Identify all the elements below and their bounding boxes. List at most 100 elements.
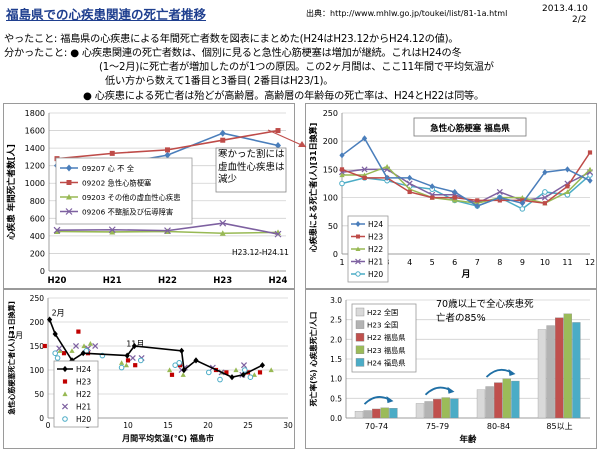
age-mortality-chart: 0.0 0.5 1.0 1.5 2.0 2.5 3.0 70-74 75-79 80-84 85以上…	[308, 296, 590, 445]
legend-label: 09202 急性心筋梗塞	[82, 179, 152, 188]
x-tick-label: 10	[540, 258, 550, 267]
series-line	[341, 137, 591, 207]
data-point	[52, 350, 59, 357]
data-point	[217, 376, 223, 383]
data-point	[240, 362, 248, 369]
series-line	[342, 165, 591, 205]
legend-label: H23	[368, 233, 383, 242]
data-point	[339, 180, 345, 187]
data-point	[172, 362, 178, 368]
legend-swatch	[355, 307, 365, 317]
x-tick-label: H23	[213, 276, 232, 286]
y-tick-label: 250	[323, 109, 338, 118]
data-point	[220, 137, 226, 143]
legend-label: H22	[76, 390, 91, 399]
data-point	[53, 226, 61, 234]
x-tick-label: 0	[46, 421, 51, 430]
data-point	[165, 147, 170, 153]
y-tick-label: 50	[34, 390, 44, 399]
bar	[389, 408, 398, 419]
legend-label: H23 全国	[367, 321, 398, 330]
y-axis-title: 心疾患による死亡者(人)[31日換算]	[308, 123, 318, 253]
monthly-ami-chart: 050100150200250123456789101112月心疾患による死亡者…	[308, 109, 595, 283]
x-tick-label: 7	[475, 258, 480, 267]
data-point	[587, 166, 593, 172]
legend-label: H22 福島県	[367, 333, 405, 342]
y-axis-title: 死亡率(%) 心疾患死亡/人口	[308, 312, 318, 407]
data-point	[138, 357, 144, 364]
bar	[450, 398, 459, 419]
data-point	[206, 369, 212, 376]
data-point	[384, 163, 390, 169]
date-label: 2013.4.10	[542, 4, 588, 14]
legend-label: H20	[76, 415, 91, 424]
legend-label: H21	[76, 403, 91, 412]
data-point	[542, 169, 548, 176]
data-point	[109, 228, 116, 235]
y-tick-label: 1000	[25, 179, 45, 188]
data-point	[229, 374, 235, 381]
legend-marker	[62, 379, 68, 384]
y-tick-label: 100	[30, 366, 45, 375]
x-tick-label: 30	[283, 421, 293, 430]
bar	[502, 378, 511, 419]
bar	[537, 329, 547, 419]
data-point	[54, 228, 60, 234]
x-axis-title: 月	[460, 269, 470, 280]
data-point	[233, 367, 239, 373]
data-point	[109, 150, 115, 156]
data-point	[362, 175, 367, 180]
trend-arrowhead	[447, 386, 455, 394]
title-box	[413, 117, 527, 137]
y-tick-label: 100	[323, 194, 338, 203]
page-number: 2/2	[572, 15, 587, 25]
data-point	[452, 195, 457, 200]
legend-label: H22 全国	[367, 308, 398, 317]
y-tick-label: 200	[30, 249, 45, 258]
legend-marker	[66, 164, 72, 172]
trend-arrow	[485, 368, 513, 378]
legend-label: H21	[368, 258, 383, 267]
legend-marker	[66, 194, 72, 200]
data-point	[339, 172, 345, 178]
summary-found-1: 分かったこと: ● 心疾患関連の死亡者数は、個別に見ると急性心筋梗塞は増加が継続…	[4, 48, 462, 59]
legend-swatch	[355, 345, 365, 354]
callout-container: 寒かった割には虚血性心疾患は減少	[218, 149, 285, 185]
trend-arrow	[424, 386, 452, 396]
data-point	[587, 177, 593, 184]
y-tick-label: 0	[333, 250, 338, 259]
data-point	[176, 360, 182, 366]
legend-label: H23 福島県	[367, 346, 405, 355]
bar	[511, 380, 520, 419]
legend-marker	[62, 416, 68, 422]
y-tick-label: 400	[30, 232, 45, 241]
legend-marker	[355, 246, 361, 251]
x-tick-label: H21	[103, 276, 122, 286]
legend-box	[53, 360, 99, 428]
data-point	[219, 219, 227, 227]
x-tick-label: H24	[269, 276, 288, 286]
legend-marker	[62, 365, 68, 373]
x-tick-label: 8	[497, 258, 502, 267]
data-point	[242, 367, 248, 373]
bar	[572, 322, 581, 419]
data-point	[81, 343, 87, 349]
y-tick-label: 1400	[25, 144, 45, 153]
y-tick-label: 250	[30, 294, 45, 303]
data-point	[61, 351, 67, 356]
source-citation: 出典：http://www.mhlw.go.jp/toukei/list/81-…	[306, 9, 508, 18]
summary-did: やったこと: 福島県の心疾患による年間死亡者数を図表にまとめた(H24はH23.…	[4, 34, 459, 45]
y-tick-label: 1800	[25, 109, 45, 118]
data-point	[164, 227, 171, 235]
annotation-jan: 1月	[10, 331, 23, 340]
legend-label: H24	[76, 365, 91, 374]
y-tick-label: 800	[30, 197, 45, 206]
data-point	[541, 194, 548, 201]
y-tick-label: 50	[328, 222, 338, 231]
x-axis-title: 月間平均気温(℃) 福島市	[121, 433, 214, 443]
bar	[555, 317, 564, 419]
legend-marker	[356, 234, 360, 239]
x-tick-label: 20	[203, 421, 213, 430]
data-point	[259, 362, 265, 369]
data-point	[406, 180, 413, 187]
